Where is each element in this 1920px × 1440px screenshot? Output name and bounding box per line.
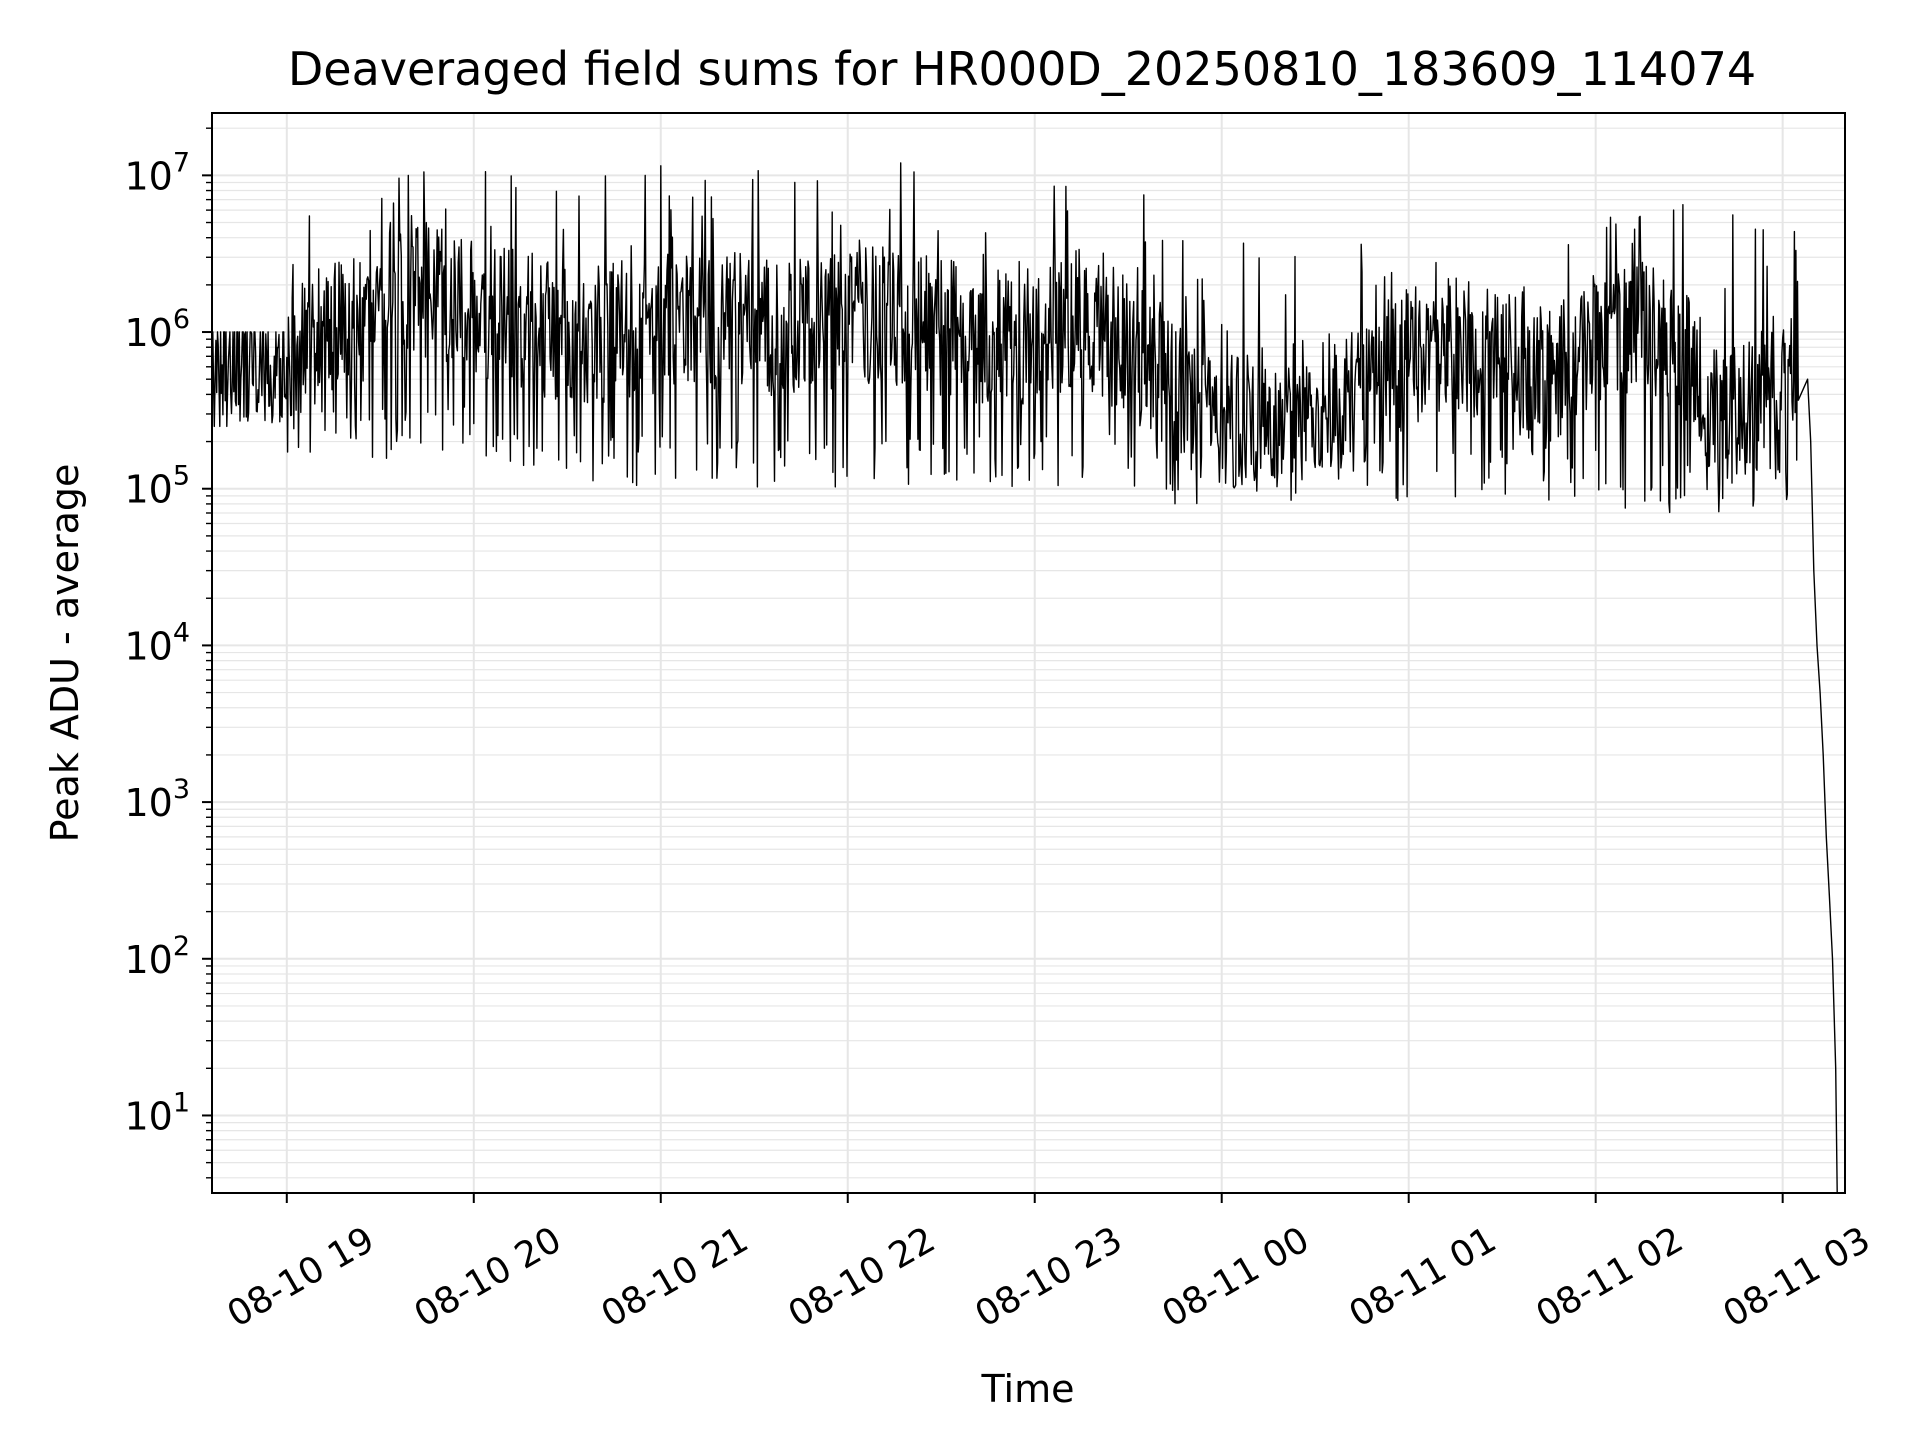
y-tick-label: 106 — [124, 304, 190, 355]
y-tick-label: 107 — [124, 147, 190, 198]
line-layer — [212, 162, 1838, 1194]
y-tick-label: 103 — [124, 774, 190, 825]
chart-title: Deaveraged field sums for HR000D_2025081… — [288, 42, 1756, 96]
y-tick-label: 102 — [124, 931, 190, 982]
y-tick-label: 105 — [124, 461, 190, 512]
series-line — [212, 162, 1838, 1194]
x-axis-label: Time — [981, 1367, 1075, 1411]
y-axis-label: Peak ADU - average — [43, 464, 87, 843]
y-tick-label: 104 — [124, 617, 190, 668]
y-tick-label: 101 — [124, 1087, 190, 1138]
